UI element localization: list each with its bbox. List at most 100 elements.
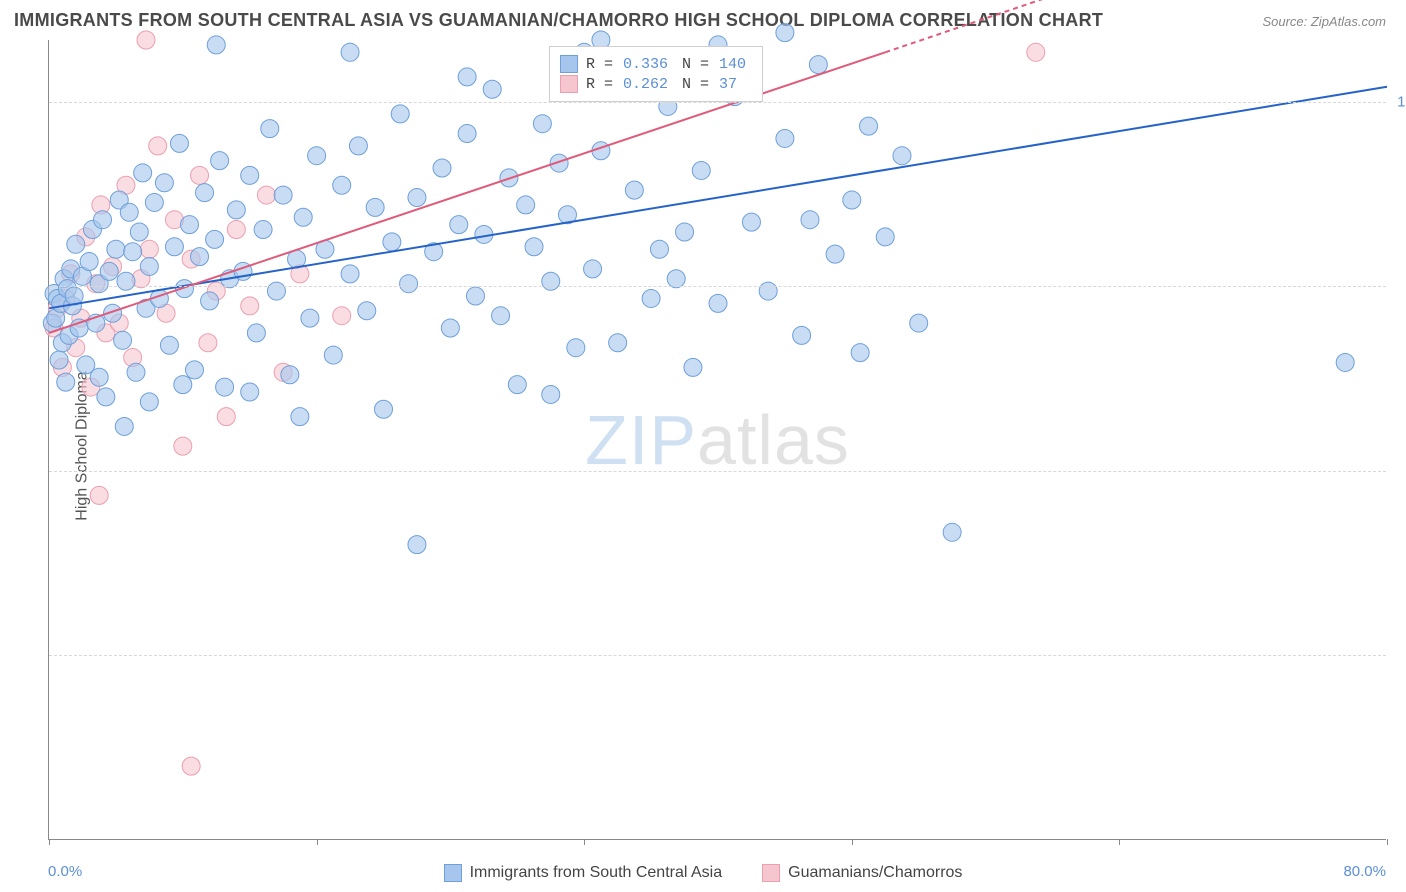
scatter-point — [257, 186, 275, 204]
x-tick — [1119, 839, 1120, 845]
scatter-point — [67, 235, 85, 253]
scatter-point — [247, 324, 265, 342]
scatter-point — [134, 164, 152, 182]
scatter-point — [508, 376, 526, 394]
scatter-point — [199, 334, 217, 352]
scatter-point — [165, 238, 183, 256]
scatter-point — [742, 213, 760, 231]
gridline-h — [49, 102, 1386, 103]
legend-swatch-blue — [560, 55, 578, 73]
legend-swatch — [444, 864, 462, 882]
scatter-point — [375, 400, 393, 418]
y-tick-label: 92.5% — [1392, 278, 1406, 295]
legend-label: Guamanians/Chamorros — [788, 864, 962, 882]
x-tick — [49, 839, 50, 845]
scatter-point — [441, 319, 459, 337]
scatter-point — [391, 105, 409, 123]
scatter-point — [196, 184, 214, 202]
scatter-point — [759, 282, 777, 300]
legend-r-label: R = — [586, 56, 613, 73]
legend-n-label: N = — [682, 56, 709, 73]
scatter-point — [525, 238, 543, 256]
scatter-point — [650, 240, 668, 258]
legend-swatch — [762, 864, 780, 882]
scatter-point — [227, 221, 245, 239]
source-attribution: Source: ZipAtlas.com — [1262, 14, 1386, 29]
legend-r-label: R = — [586, 76, 613, 93]
scatter-point — [341, 265, 359, 283]
scatter-point — [50, 351, 68, 369]
scatter-point — [94, 211, 112, 229]
scatter-point — [274, 186, 292, 204]
scatter-point — [57, 373, 75, 391]
scatter-point — [191, 166, 209, 184]
scatter-point — [80, 253, 98, 271]
legend-n-value-blue: 140 — [719, 56, 746, 73]
scatter-point — [776, 129, 794, 147]
chart-svg — [49, 40, 1387, 840]
scatter-point — [1336, 353, 1354, 371]
scatter-point — [100, 262, 118, 280]
scatter-point — [943, 523, 961, 541]
scatter-point — [366, 198, 384, 216]
scatter-point — [217, 408, 235, 426]
scatter-point — [400, 275, 418, 293]
scatter-point — [324, 346, 342, 364]
correlation-legend: R = 0.336 N = 140 R = 0.262 N = 37 — [549, 46, 763, 102]
scatter-point — [676, 223, 694, 241]
scatter-point — [584, 260, 602, 278]
scatter-point — [876, 228, 894, 246]
legend-n-value-pink: 37 — [719, 76, 737, 93]
scatter-point — [860, 117, 878, 135]
scatter-point — [294, 208, 312, 226]
scatter-point — [333, 176, 351, 194]
scatter-point — [115, 417, 133, 435]
plot-area: ZIPatlas R = 0.336 N = 140 R = 0.262 N =… — [48, 40, 1386, 840]
chart-title: IMMIGRANTS FROM SOUTH CENTRAL ASIA VS GU… — [14, 10, 1103, 31]
scatter-point — [684, 358, 702, 376]
gridline-h — [49, 471, 1386, 472]
scatter-point — [1027, 43, 1045, 61]
scatter-point — [127, 363, 145, 381]
scatter-point — [466, 287, 484, 305]
scatter-point — [793, 326, 811, 344]
scatter-point — [517, 196, 535, 214]
scatter-point — [90, 486, 108, 504]
scatter-point — [433, 159, 451, 177]
scatter-point — [567, 339, 585, 357]
scatter-point — [241, 166, 259, 184]
y-tick-label: 77.5% — [1392, 647, 1406, 664]
scatter-point — [358, 302, 376, 320]
scatter-point — [826, 245, 844, 263]
x-tick — [317, 839, 318, 845]
scatter-point — [107, 240, 125, 258]
scatter-point — [174, 437, 192, 455]
scatter-point — [145, 193, 163, 211]
scatter-point — [191, 248, 209, 266]
scatter-point — [776, 24, 794, 42]
scatter-point — [291, 408, 309, 426]
legend-item: Guamanians/Chamorros — [762, 864, 962, 882]
scatter-point — [809, 56, 827, 74]
scatter-point — [408, 189, 426, 207]
scatter-point — [140, 240, 158, 258]
scatter-point — [625, 181, 643, 199]
scatter-point — [182, 757, 200, 775]
scatter-point — [201, 292, 219, 310]
scatter-point — [241, 297, 259, 315]
scatter-point — [301, 309, 319, 327]
scatter-point — [281, 366, 299, 384]
scatter-point — [851, 344, 869, 362]
scatter-point — [308, 147, 326, 165]
scatter-point — [267, 282, 285, 300]
series-legend: Immigrants from South Central AsiaGuaman… — [0, 864, 1406, 882]
y-tick-label: 85.0% — [1392, 462, 1406, 479]
scatter-point — [170, 134, 188, 152]
scatter-point — [241, 383, 259, 401]
scatter-point — [692, 161, 710, 179]
scatter-point — [140, 257, 158, 275]
trend-line — [49, 87, 1387, 309]
scatter-point — [254, 221, 272, 239]
scatter-point — [450, 216, 468, 234]
scatter-point — [483, 80, 501, 98]
